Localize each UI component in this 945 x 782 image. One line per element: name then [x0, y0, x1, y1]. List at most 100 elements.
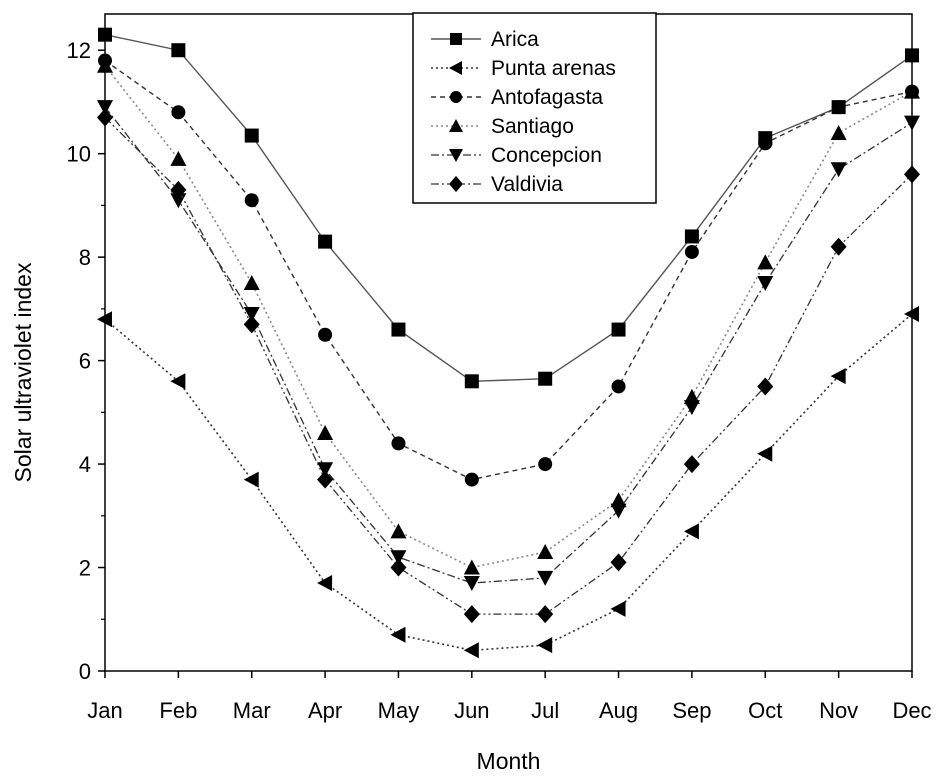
marker-square [318, 234, 333, 249]
series-punta-arenas [97, 306, 919, 659]
marker-diamond [683, 455, 700, 474]
marker-square [464, 374, 479, 389]
marker-triangle-up [317, 425, 334, 441]
marker-diamond [757, 377, 774, 396]
x-tick-label: Aug [599, 698, 638, 723]
marker-square [244, 128, 259, 143]
marker-triangle-left [757, 445, 773, 462]
marker-diamond [463, 605, 480, 624]
marker-triangle-up [757, 254, 774, 270]
marker-diamond [317, 470, 334, 489]
marker-circle [391, 436, 406, 451]
x-tick-label: Jul [531, 698, 559, 723]
marker-triangle-down [830, 162, 847, 178]
legend-label: Concepcion [491, 144, 602, 167]
marker-diamond [243, 315, 260, 334]
series-santiago [97, 57, 920, 575]
plot-area: Jan Feb Mar Apr May Jun Jul Aug Sep Oct Nov Dec 0 2 4 6… [67, 13, 932, 723]
y-tick-label: 4 [79, 452, 91, 477]
marker-triangle-up [537, 544, 554, 560]
marker-square [684, 229, 699, 244]
marker-triangle-up [243, 275, 260, 291]
marker-triangle-down [390, 550, 407, 566]
marker-triangle-down [317, 462, 334, 478]
series-line [104, 59, 913, 481]
legend: Arica Punta arenas Antofagasta Santiago Conc… [412, 12, 657, 204]
x-tick-label: Mar [233, 698, 271, 723]
series-antofagasta [98, 53, 919, 487]
marker-triangle-down [610, 503, 627, 519]
marker-triangle-left [463, 642, 479, 659]
marker-triangle-down [463, 576, 480, 592]
marker-circle [464, 472, 479, 487]
x-tick-label: Dec [892, 698, 931, 723]
x-tick-label: Oct [748, 698, 782, 723]
marker-square [611, 322, 626, 337]
series-line [104, 34, 913, 383]
marker-triangle-down [243, 307, 260, 323]
x-tick-label: Sep [672, 698, 711, 723]
legend-label: Antofagasta [491, 86, 603, 109]
marker-triangle-left [683, 523, 699, 540]
marker-square [98, 27, 112, 42]
y-axis-title: Solar ultraviolet index [10, 262, 36, 482]
marker-circle [611, 379, 626, 394]
series-line [104, 106, 913, 584]
marker-circle [538, 457, 553, 472]
marker-diamond [537, 605, 554, 624]
marker-square [391, 322, 406, 337]
marker-diamond [610, 553, 627, 572]
marker-triangle-left [537, 637, 553, 654]
x-tick-label: May [378, 698, 420, 723]
y-tick-label: 12 [67, 38, 91, 63]
y-tick-label: 2 [79, 556, 91, 581]
marker-triangle-up [463, 559, 480, 575]
marker-triangle-left [904, 306, 919, 323]
y-tick-label: 10 [67, 142, 91, 167]
legend-label: Arica [491, 28, 539, 51]
marker-circle [758, 136, 773, 151]
y-tick-label: 8 [79, 245, 91, 270]
marker-square [171, 43, 186, 58]
x-tick-label: Nov [819, 698, 858, 723]
marker-square [450, 33, 462, 45]
y-tick-label: 0 [79, 659, 91, 684]
marker-triangle-up [449, 119, 463, 132]
legend-label: Punta arenas [491, 57, 616, 80]
marker-square [538, 371, 553, 386]
x-tick-label: Apr [308, 698, 342, 723]
marker-triangle-down [904, 115, 920, 131]
legend-label: Valdivia [491, 173, 563, 196]
marker-triangle-up [170, 150, 187, 166]
marker-circle [450, 91, 462, 103]
marker-diamond [97, 108, 113, 127]
marker-circle [244, 193, 259, 208]
marker-triangle-up [683, 388, 700, 404]
marker-diamond [904, 165, 920, 184]
marker-square [905, 48, 919, 63]
marker-diamond [390, 558, 407, 577]
marker-triangle-up [390, 523, 407, 539]
x-tick-label: Jun [454, 698, 489, 723]
marker-circle [171, 105, 186, 120]
marker-triangle-down [97, 100, 113, 116]
series-concepcion [97, 100, 920, 592]
marker-triangle-up [97, 57, 113, 73]
marker-circle [684, 244, 699, 259]
marker-triangle-left [243, 471, 259, 488]
series-line [104, 65, 913, 569]
marker-triangle-left [170, 373, 186, 390]
marker-triangle-left [449, 61, 462, 75]
x-tick-label: Feb [159, 698, 197, 723]
marker-triangle-up [904, 83, 920, 99]
marker-diamond [830, 237, 847, 256]
series-line [104, 313, 913, 652]
marker-triangle-up [610, 492, 627, 508]
marker-circle [318, 327, 333, 342]
marker-triangle-down [683, 400, 700, 416]
legend-label: Santiago [491, 115, 574, 138]
marker-triangle-left [610, 600, 626, 617]
marker-triangle-down [449, 149, 463, 162]
x-tick-label: Jan [87, 698, 122, 723]
